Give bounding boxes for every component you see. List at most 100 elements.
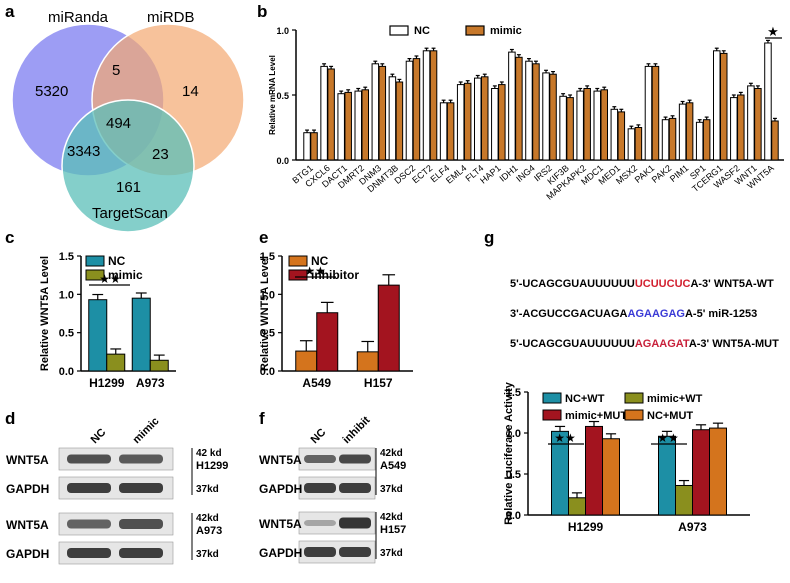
x-tick-label-b: IDH1 [498,163,520,184]
bar-b-WNT1-NC [747,85,755,161]
bar-g-A973-NC+WT [658,435,676,516]
bar-b-KIF3B-NC [559,95,567,161]
blot-strip-f [298,540,376,564]
blot-strip-f [298,476,376,500]
bar-b-HAP1-mimic [498,84,506,161]
legend-label-e-nc: NC [311,254,329,268]
protein-label-f-WNT5A: WNT5A [259,517,302,531]
bar-b-SP1-mimic [702,119,711,161]
bar-b-ECT2-mimic [429,50,438,161]
blot-strip-f [298,447,376,471]
legend-swatch-g-0 [542,392,562,404]
blot-band-d [119,454,163,464]
significance-star-b: ★ [767,24,779,39]
bar-b-IDH1-mimic [515,56,523,161]
protein-label-f-GAPDH: GAPDH [259,546,302,560]
bar-b-ING4-NC [525,60,533,161]
bar-b-SP1-NC [695,121,704,161]
y-tick-label-c: 0.0 [59,366,74,378]
sequence-prefix: 5'-UCAGCGUAUUUUUU [510,338,635,350]
x-tick-label-e: H157 [364,376,393,390]
lane-label-d-NC: NC [89,426,109,446]
bar-b-KIF3B-mimic [566,97,574,161]
blot-band-f [304,455,336,463]
kd-label-d: 37kd [196,484,219,495]
bar-e-H157-NC [356,351,379,372]
sequence-suffix: A-3' WNT5A-MUT [689,338,779,350]
protein-label-d-GAPDH: GAPDH [6,482,49,496]
blot-strip-d [58,512,174,536]
sequence-seed: UCUUCUC [635,278,691,290]
bar-b-FLT4-NC [474,77,482,161]
blot-band-f [339,517,371,529]
western-blot-d: NC mimic WNT5A 42 kd GAPDH 37kd H1299 WNT5A 42kd… [6,415,228,565]
bar-g-H1299-mimic+MUT [585,425,603,516]
lane-label-d-mimic: mimic [131,415,162,446]
venn-circle-targetscan [61,99,195,233]
y-tick-label-b: 0.0 [276,156,289,166]
blot-band-f [304,547,336,557]
bar-b-DSC2-NC [405,60,414,161]
legend-label-c-nc: NC [108,254,126,268]
bar-b-MDC1-NC [593,90,601,161]
bar-c-A973-mimic [149,359,169,372]
bar-b-BTG1-NC [303,132,311,161]
legend-label-e-inhibitor: inhibitor [311,268,359,282]
bar-b-CXCL6-NC [320,65,328,161]
cell-line-label-d-A973: A973 [196,525,222,537]
bar-g-A973-NC+MUT [709,427,727,516]
legend-label-g-2: mimic+MUT [565,410,627,422]
bar-b-MED1-NC [610,108,619,161]
venn-label-miranda: miRanda [48,9,109,26]
bar-b-FLT4-mimic [481,76,489,161]
sequence-seed: AGAAGAG [628,308,685,320]
panel-letter-b: b [257,2,267,21]
venn-count-miranda-mirdb: 5 [112,62,120,79]
bar-c-A973-NC [131,297,151,372]
bar-b-PAK1-NC [644,65,653,161]
bar-b-DACT1-NC [337,93,345,161]
blot-strip-d [58,541,174,565]
blot-band-f [304,483,336,493]
y-tick-label-c: 1.5 [59,251,74,263]
y-tick-label-c: 1.0 [59,289,74,301]
blot-band-d [67,454,111,464]
bar-e-A549-inhibitor [316,312,339,372]
sequence-suffix: A-5' miR-1253 [685,308,757,320]
bar-b-BTG1-mimic [310,132,318,161]
bar-b-HAP1-NC [491,88,499,161]
bar-e-H157-inhibitor [377,284,400,372]
y-axis-label-e: Relative WNT5A Level [259,256,271,371]
x-tick-label-c: H1299 [89,376,125,390]
panel-letter-c: c [5,228,14,247]
bar-b-ELF4-NC [439,102,448,161]
bar-b-DMRT2-mimic [361,89,369,161]
blot-band-f [339,483,371,493]
bar-b-PAK2-NC [661,119,670,161]
y-tick-label-e: 0.0 [260,366,275,378]
bar-b-DNMT3B-NC [388,76,397,161]
blot-band-f [304,520,336,526]
y-tick-label-e: 1.0 [260,289,275,301]
legend-label-b-nc: NC [414,25,430,37]
bar-b-DNMT3B-mimic [395,81,404,161]
bar-b-WNT5A-mimic [771,120,779,161]
bar-b-TCERG1-mimic [720,52,728,161]
bar-g-H1299-mimic+WT [568,497,586,516]
panel-letter-f: f [259,409,265,428]
bar-b-IRS2-NC [542,72,550,161]
sequence-WNT5A-MUT: 5'-UCAGCGUAUUUUUUAGAAGATA-3' WNT5A-MUT [510,338,779,350]
sequence-seed: AGAAGAT [635,338,690,350]
bar-b-IDH1-NC [508,51,516,161]
protein-label-d-WNT5A: WNT5A [6,453,49,467]
legend-swatch-e-inhibitor [288,269,308,281]
blot-band-d [67,519,111,529]
y-axis-label-b: Relative mRNA Level [268,55,277,135]
y-tick-label-e: 1.5 [260,251,275,263]
cell-line-label-f-H157: H157 [380,524,406,536]
blot-band-f [339,454,371,464]
